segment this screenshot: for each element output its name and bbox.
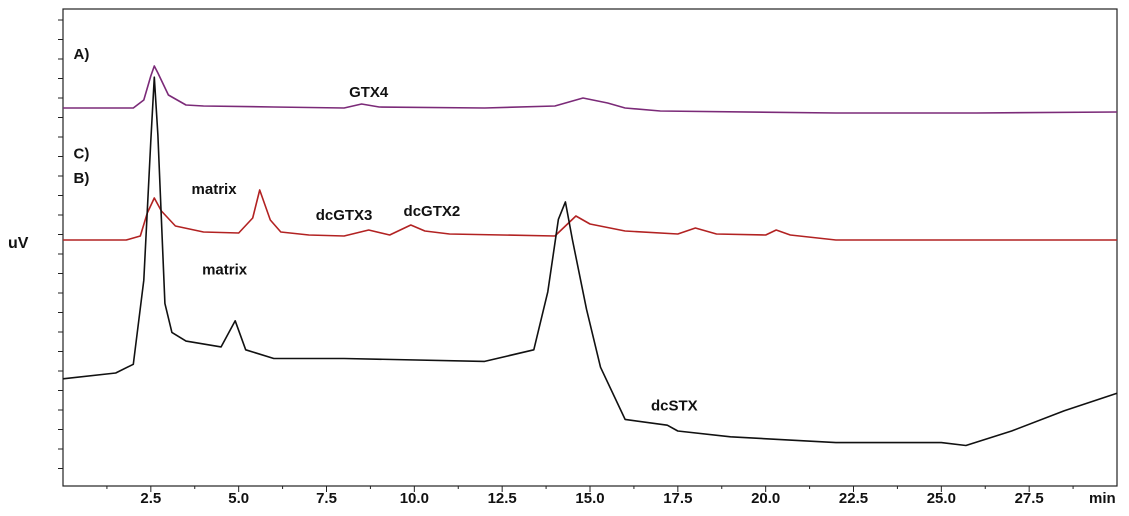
annotation-label: dcGTX3 — [316, 207, 373, 224]
series-line-b — [63, 189, 1117, 241]
plot-frame — [62, 8, 1118, 487]
series-line-a — [63, 65, 1118, 114]
annotation-layer: A) GTX4 B) matrix dcGTX3 dcGTX2 C) matrix dcSTX — [74, 46, 698, 415]
annotation-label: matrix — [192, 181, 238, 198]
x-tick-label: 12.5 — [488, 490, 517, 507]
x-tick-label: 27.5 — [1015, 490, 1044, 507]
x-tick-label: 5.0 — [228, 490, 249, 507]
y-axis-label: uV — [8, 235, 29, 252]
annotation-label: matrix — [202, 261, 248, 278]
series-layer — [62, 65, 1118, 447]
y-axis-ticks — [58, 19, 63, 469]
annotation-label: A) — [74, 46, 90, 63]
series-line-c — [62, 76, 1118, 447]
annotation-label: C) — [74, 145, 90, 162]
x-tick-label: 15.0 — [575, 490, 604, 507]
annotation-label: dcSTX — [651, 398, 698, 415]
x-tick-label: 25.0 — [927, 490, 956, 507]
x-tick-label: 10.0 — [400, 490, 429, 507]
x-tick-label: 2.5 — [140, 490, 161, 507]
x-tick-label: 7.5 — [316, 490, 337, 507]
x-axis-ticks: 2.5 5.0 7.5 10.0 12.5 15.0 17.5 20.0 22.5 25.0 27.… — [106, 486, 1074, 507]
x-tick-label: 22.5 — [839, 490, 868, 507]
x-axis-unit-label: min — [1089, 490, 1116, 507]
x-tick-label: 17.5 — [663, 490, 692, 507]
annotation-label: dcGTX2 — [404, 203, 461, 220]
annotation-label: B) — [74, 170, 90, 187]
x-tick-label: 20.0 — [751, 490, 780, 507]
annotation-label: GTX4 — [349, 84, 389, 101]
